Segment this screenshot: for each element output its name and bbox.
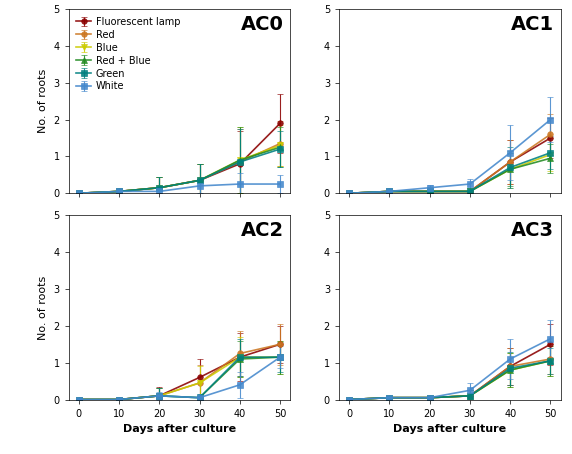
Y-axis label: No. of roots: No. of roots [38, 69, 48, 133]
X-axis label: Days after culture: Days after culture [123, 424, 236, 434]
Text: AC0: AC0 [241, 15, 284, 34]
Legend: Fluorescent lamp, Red, Blue, Red + Blue, Green, White: Fluorescent lamp, Red, Blue, Red + Blue,… [73, 14, 183, 94]
X-axis label: Days after culture: Days after culture [393, 424, 506, 434]
Text: AC2: AC2 [240, 221, 284, 240]
Text: AC1: AC1 [511, 15, 554, 34]
Y-axis label: No. of roots: No. of roots [38, 275, 48, 340]
Text: AC3: AC3 [511, 221, 554, 240]
